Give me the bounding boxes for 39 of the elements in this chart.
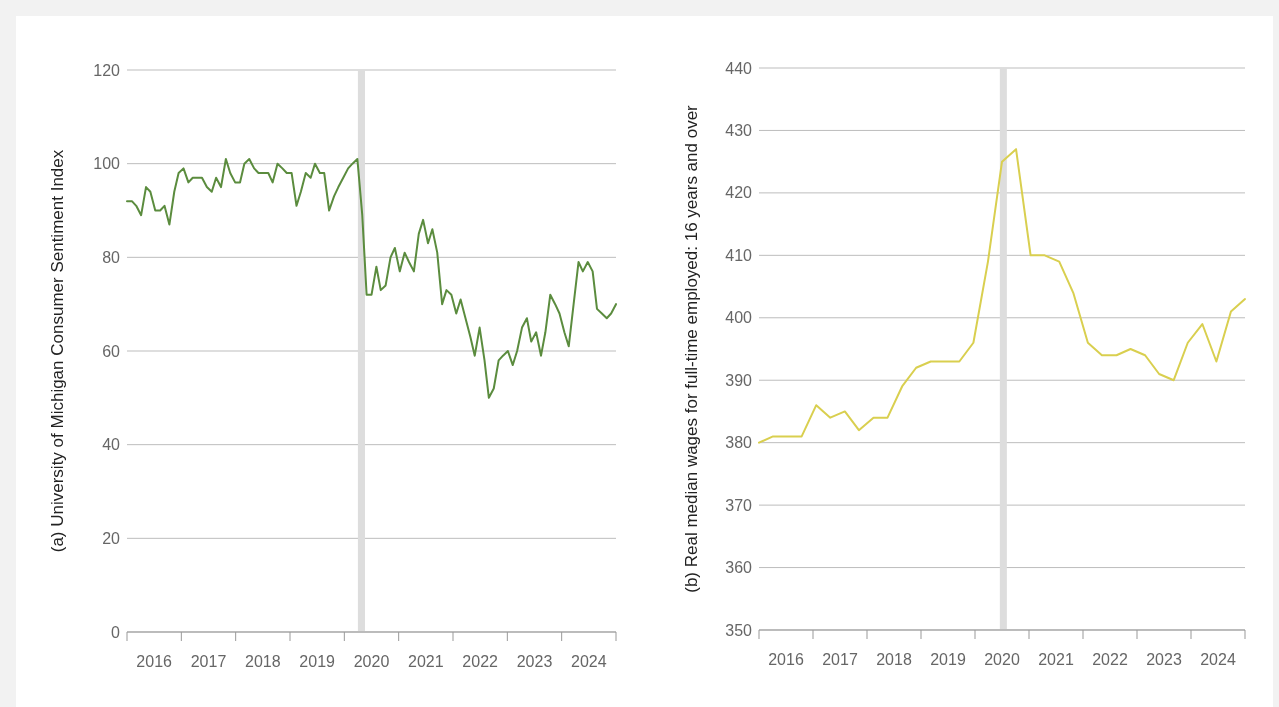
x-tick-label: 2016 [768, 651, 804, 668]
line-series [758, 148, 1246, 444]
x-tick-label: 2019 [299, 653, 336, 670]
y-tick-label: 40 [102, 436, 121, 454]
x-tick-label: 2020 [984, 651, 1020, 668]
y-tick-label: 440 [725, 59, 753, 77]
x-tick-label: 2016 [136, 653, 173, 670]
x-tick-label: 2017 [822, 651, 858, 668]
y-tick-label: 410 [725, 246, 753, 264]
x-tick-label: 2021 [1038, 651, 1074, 668]
y-tick-label: 80 [102, 248, 121, 266]
y-tick-label: 400 [725, 309, 753, 327]
x-tick-label: 2019 [930, 651, 966, 668]
x-tick-label: 2021 [408, 653, 444, 670]
x-tick-label: 2020 [353, 653, 390, 670]
y-tick-label: 430 [725, 122, 753, 140]
y-tick-label: 360 [725, 559, 753, 577]
y-tick-label: 120 [93, 61, 121, 79]
x-tick-label: 2023 [516, 653, 553, 670]
x-tick-label: 2017 [190, 653, 227, 670]
y-axis-title: (a) University of Michigan Consumer Sentiment Index [48, 149, 67, 553]
y-tick-label: 0 [111, 623, 121, 641]
y-tick-label: 350 [725, 621, 753, 639]
y-tick-label: 100 [93, 155, 121, 173]
x-tick-label: 2018 [876, 651, 912, 668]
y-tick-label: 60 [102, 342, 121, 360]
y-tick-label: 420 [725, 184, 753, 202]
y-axis-title: (b) Real median wages for full-time employed: 16 years and over [682, 104, 701, 593]
x-tick-label: 2022 [1092, 651, 1128, 668]
y-tick-label: 390 [725, 371, 753, 389]
x-tick-label: 2024 [571, 653, 607, 670]
line-series [126, 157, 617, 399]
x-tick-label: 2023 [1146, 651, 1182, 668]
y-tick-label: 380 [725, 434, 753, 452]
x-tick-label: 2018 [245, 653, 281, 670]
y-tick-label: 20 [102, 529, 121, 547]
x-tick-label: 2024 [1200, 651, 1236, 668]
y-tick-label: 370 [725, 496, 753, 514]
x-tick-label: 2022 [462, 653, 499, 670]
